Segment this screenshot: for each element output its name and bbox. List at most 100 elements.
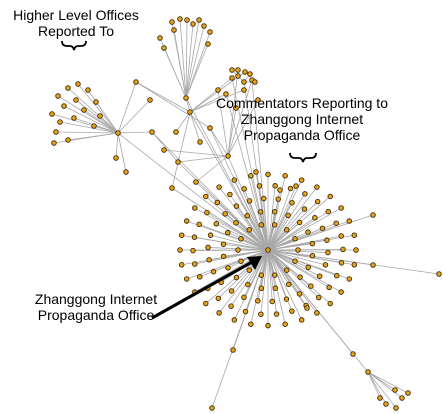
- network-node: [370, 212, 376, 218]
- network-node: [271, 208, 278, 215]
- office-arrow-head: [247, 256, 262, 270]
- network-node: [241, 186, 247, 192]
- network-edge: [117, 132, 127, 173]
- network-node: [289, 199, 295, 206]
- network-node: [193, 179, 199, 185]
- network-node: [210, 268, 217, 275]
- higher-offices-label-line-1: Higher Level Offices: [13, 7, 139, 23]
- commentators-label-line-2: Zhanggong Internet: [241, 111, 363, 127]
- network-edge: [227, 99, 259, 157]
- network-node: [324, 237, 330, 243]
- network-node: [308, 283, 314, 289]
- network-node: [293, 183, 299, 189]
- network-node: [207, 125, 213, 131]
- network-node: [338, 205, 344, 211]
- commentators-brace: [289, 152, 317, 163]
- network-node: [147, 97, 153, 103]
- network-node: [57, 119, 63, 125]
- network-node: [177, 16, 183, 22]
- network-node: [227, 191, 233, 198]
- network-node: [246, 198, 253, 204]
- network-node: [196, 221, 202, 228]
- network-node: [256, 183, 263, 189]
- network-edge: [185, 19, 188, 99]
- network-node: [255, 97, 261, 103]
- network-edge: [195, 155, 229, 183]
- network-node: [302, 191, 308, 197]
- network-node: [327, 300, 333, 307]
- network-node: [392, 387, 398, 393]
- network-node: [292, 258, 298, 264]
- network-node: [314, 184, 320, 190]
- network-node: [173, 129, 179, 135]
- network-edge: [171, 111, 191, 189]
- network-edge: [117, 131, 153, 134]
- network-edge: [151, 131, 269, 251]
- network-edge: [117, 81, 137, 134]
- network-node: [97, 113, 103, 119]
- network-node: [285, 212, 291, 219]
- network-edge: [175, 111, 191, 133]
- network-node: [301, 206, 308, 212]
- network-edge: [243, 81, 269, 251]
- network-node: [238, 236, 244, 242]
- network-edge: [267, 186, 318, 251]
- network-node: [225, 265, 231, 271]
- network-node: [233, 274, 240, 281]
- network-node: [225, 229, 231, 236]
- network-edge: [115, 132, 119, 159]
- network-node: [326, 284, 332, 291]
- network-edge: [267, 249, 277, 315]
- network-edge: [83, 109, 119, 134]
- network-node: [51, 140, 57, 146]
- network-node: [258, 222, 265, 228]
- network-node: [65, 85, 71, 91]
- network-node: [393, 405, 399, 411]
- network-node: [203, 300, 209, 307]
- network-node: [213, 221, 220, 227]
- network-edge: [57, 95, 119, 134]
- network-node: [292, 236, 298, 242]
- network-node: [334, 272, 340, 279]
- network-edge: [189, 111, 269, 251]
- network-node: [75, 81, 81, 87]
- network-node: [216, 310, 222, 316]
- network-node: [283, 296, 290, 302]
- network-node: [222, 211, 228, 217]
- network-node: [177, 247, 183, 253]
- network-node: [205, 244, 211, 251]
- network-node: [346, 276, 353, 282]
- network-node: [214, 199, 221, 206]
- network-edge: [267, 249, 303, 321]
- network-edge: [267, 207, 342, 251]
- network-node: [113, 155, 119, 161]
- network-node: [91, 123, 97, 129]
- network-node: [282, 173, 288, 179]
- network-node: [296, 291, 303, 297]
- network-node: [178, 232, 185, 238]
- network-node: [204, 209, 210, 216]
- network-node: [242, 308, 249, 315]
- network-node: [93, 99, 99, 105]
- network-node: [191, 234, 198, 240]
- network-node: [309, 253, 316, 259]
- network-node: [235, 67, 241, 73]
- network-node: [296, 219, 303, 226]
- network-edge: [177, 155, 229, 163]
- network-edge: [367, 371, 409, 394]
- network-node: [350, 351, 356, 357]
- network-node: [123, 169, 129, 175]
- network-node: [246, 267, 253, 273]
- network-node: [277, 187, 283, 193]
- network-node: [273, 311, 280, 317]
- network-node: [265, 322, 271, 329]
- network-node: [183, 276, 190, 282]
- network-node: [161, 45, 167, 51]
- network-node: [346, 218, 353, 224]
- network-node: [231, 177, 238, 183]
- network-node: [233, 220, 239, 226]
- network-edge: [267, 188, 291, 251]
- network-node: [271, 272, 278, 278]
- network-edge: [267, 185, 276, 251]
- network-node: [149, 129, 155, 135]
